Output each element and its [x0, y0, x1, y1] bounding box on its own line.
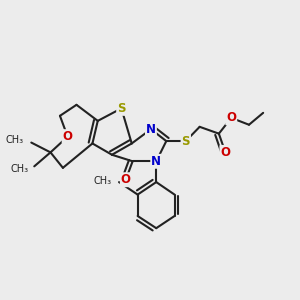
Text: O: O: [121, 173, 131, 186]
Text: CH₃: CH₃: [6, 135, 24, 145]
Text: CH₃: CH₃: [94, 176, 112, 186]
Text: CH₃: CH₃: [10, 164, 28, 174]
Text: O: O: [63, 130, 73, 143]
Text: N: N: [146, 123, 156, 136]
Text: S: S: [182, 135, 190, 148]
Text: S: S: [117, 102, 126, 115]
Text: N: N: [151, 155, 161, 168]
Text: O: O: [226, 111, 236, 124]
Text: O: O: [220, 146, 230, 159]
